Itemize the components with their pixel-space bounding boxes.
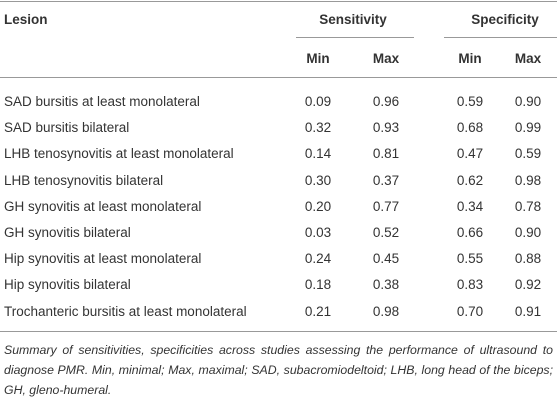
value-cell: 0.70 — [456, 303, 484, 319]
group-rule — [444, 37, 557, 38]
sub-header: Min — [306, 51, 330, 66]
value-cell: 0.99 — [514, 120, 542, 136]
value-cell: 0.32 — [304, 120, 332, 136]
value-cell: 0.93 — [372, 120, 400, 136]
value-cell: 0.78 — [514, 198, 542, 214]
lesion-cell: GH synovitis at least monolateral — [4, 198, 202, 214]
lesion-header: Lesion — [4, 12, 48, 27]
lesion-cell: Hip synovitis at least monolateral — [4, 251, 202, 267]
value-cell: 0.38 — [372, 277, 400, 293]
value-cell: 0.45 — [372, 251, 400, 267]
lesion-cell: Hip synovitis bilateral — [4, 277, 131, 293]
value-cell: 0.18 — [304, 277, 332, 293]
value-cell: 0.30 — [304, 172, 332, 188]
value-cell: 0.59 — [456, 94, 484, 109]
value-cell: 0.52 — [372, 225, 400, 240]
lesion-cell: LHB tenosynovitis at least monolateral — [4, 146, 234, 162]
value-cell: 0.62 — [456, 172, 484, 188]
header-rule — [0, 77, 557, 78]
value-cell: 0.91 — [514, 303, 542, 319]
value-cell: 0.37 — [372, 172, 400, 188]
value-cell: 0.90 — [514, 225, 542, 240]
sub-header: Min — [458, 51, 482, 66]
group-header: Sensitivity — [319, 12, 387, 27]
group-rule — [296, 37, 414, 38]
group-header: Specificity — [471, 12, 539, 27]
sub-header: Max — [514, 51, 542, 66]
lesion-cell: SAD bursitis bilateral — [4, 120, 130, 136]
lesion-cell: LHB tenosynovitis bilateral — [4, 172, 164, 188]
lesion-cell: Trochanteric bursitis at least monolater… — [4, 303, 247, 319]
value-cell: 0.98 — [372, 303, 400, 319]
value-cell: 0.03 — [304, 225, 332, 240]
sub-header: Max — [372, 51, 400, 66]
value-cell: 0.34 — [456, 198, 484, 214]
value-cell: 0.14 — [304, 146, 332, 162]
table-caption: Summary of sensitivities, specificities … — [4, 343, 553, 397]
top-rule — [0, 1, 557, 2]
value-cell: 0.83 — [456, 277, 484, 293]
value-cell: 0.21 — [304, 303, 332, 319]
value-cell: 0.77 — [372, 198, 400, 214]
value-cell: 0.24 — [304, 251, 332, 267]
value-cell: 0.98 — [514, 172, 542, 188]
value-cell: 0.96 — [372, 94, 400, 109]
value-cell: 0.68 — [456, 120, 484, 136]
value-cell: 0.81 — [372, 146, 400, 162]
value-cell: 0.47 — [456, 146, 484, 162]
value-cell: 0.92 — [514, 277, 542, 293]
value-cell: 0.09 — [304, 94, 332, 109]
value-cell: 0.55 — [456, 251, 484, 267]
lesion-cell: SAD bursitis at least monolateral — [4, 94, 200, 109]
value-cell: 0.59 — [514, 146, 542, 162]
value-cell: 0.66 — [456, 225, 484, 240]
lesion-cell: GH synovitis bilateral — [4, 225, 131, 240]
value-cell: 0.20 — [304, 198, 332, 214]
value-cell: 0.88 — [514, 251, 542, 267]
value-cell: 0.90 — [514, 94, 542, 109]
bottom-rule — [0, 331, 557, 332]
